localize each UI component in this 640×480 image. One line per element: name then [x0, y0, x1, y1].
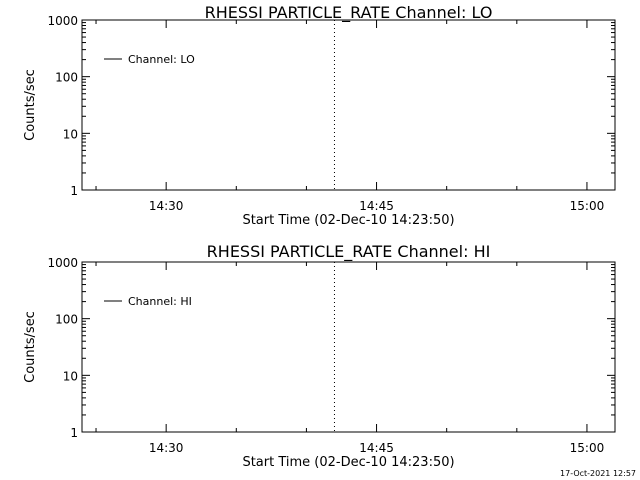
y-tick-label: 1000 [47, 256, 78, 270]
plot-frame [81, 19, 616, 191]
y-tick-label: 1 [70, 426, 78, 440]
y-tick-label: 10 [63, 127, 78, 141]
chart-title: RHESSI PARTICLE_RATE Channel: LO [205, 3, 493, 23]
footer-timestamp: 17-Oct-2021 12:57 [560, 469, 636, 478]
y-tick-label: 1 [70, 184, 78, 198]
x-tick-label: 14:30 [149, 199, 184, 213]
plot-frame [81, 261, 616, 433]
y-tick-label: 100 [55, 71, 78, 85]
chart-title: RHESSI PARTICLE_RATE Channel: HI [207, 242, 491, 262]
y-tick-label: 1000 [47, 14, 78, 28]
x-tick-label: 14:45 [359, 441, 394, 455]
x-tick-label: 14:45 [359, 199, 394, 213]
chart-panel-hi: RHESSI PARTICLE_RATE Channel: HI 1 10 100 10… [23, 242, 616, 470]
legend-label: Channel: HI [128, 295, 192, 308]
x-axis-label: Start Time (02-Dec-10 14:23:50) [242, 455, 454, 470]
y-axis-label: Counts/sec [23, 69, 38, 141]
y-tick-label: 100 [55, 313, 78, 327]
y-axis-label: Counts/sec [23, 311, 38, 383]
x-tick-label: 14:30 [149, 441, 184, 455]
x-tick-label: 15:00 [570, 441, 605, 455]
x-axis-label: Start Time (02-Dec-10 14:23:50) [242, 213, 454, 228]
x-tick-label: 15:00 [570, 199, 605, 213]
chart-panel-lo: RHESSI PARTICLE_RATE Channel: LO 1 10 100 10… [23, 3, 616, 228]
y-tick-label: 10 [63, 369, 78, 383]
legend-label: Channel: LO [128, 53, 195, 66]
